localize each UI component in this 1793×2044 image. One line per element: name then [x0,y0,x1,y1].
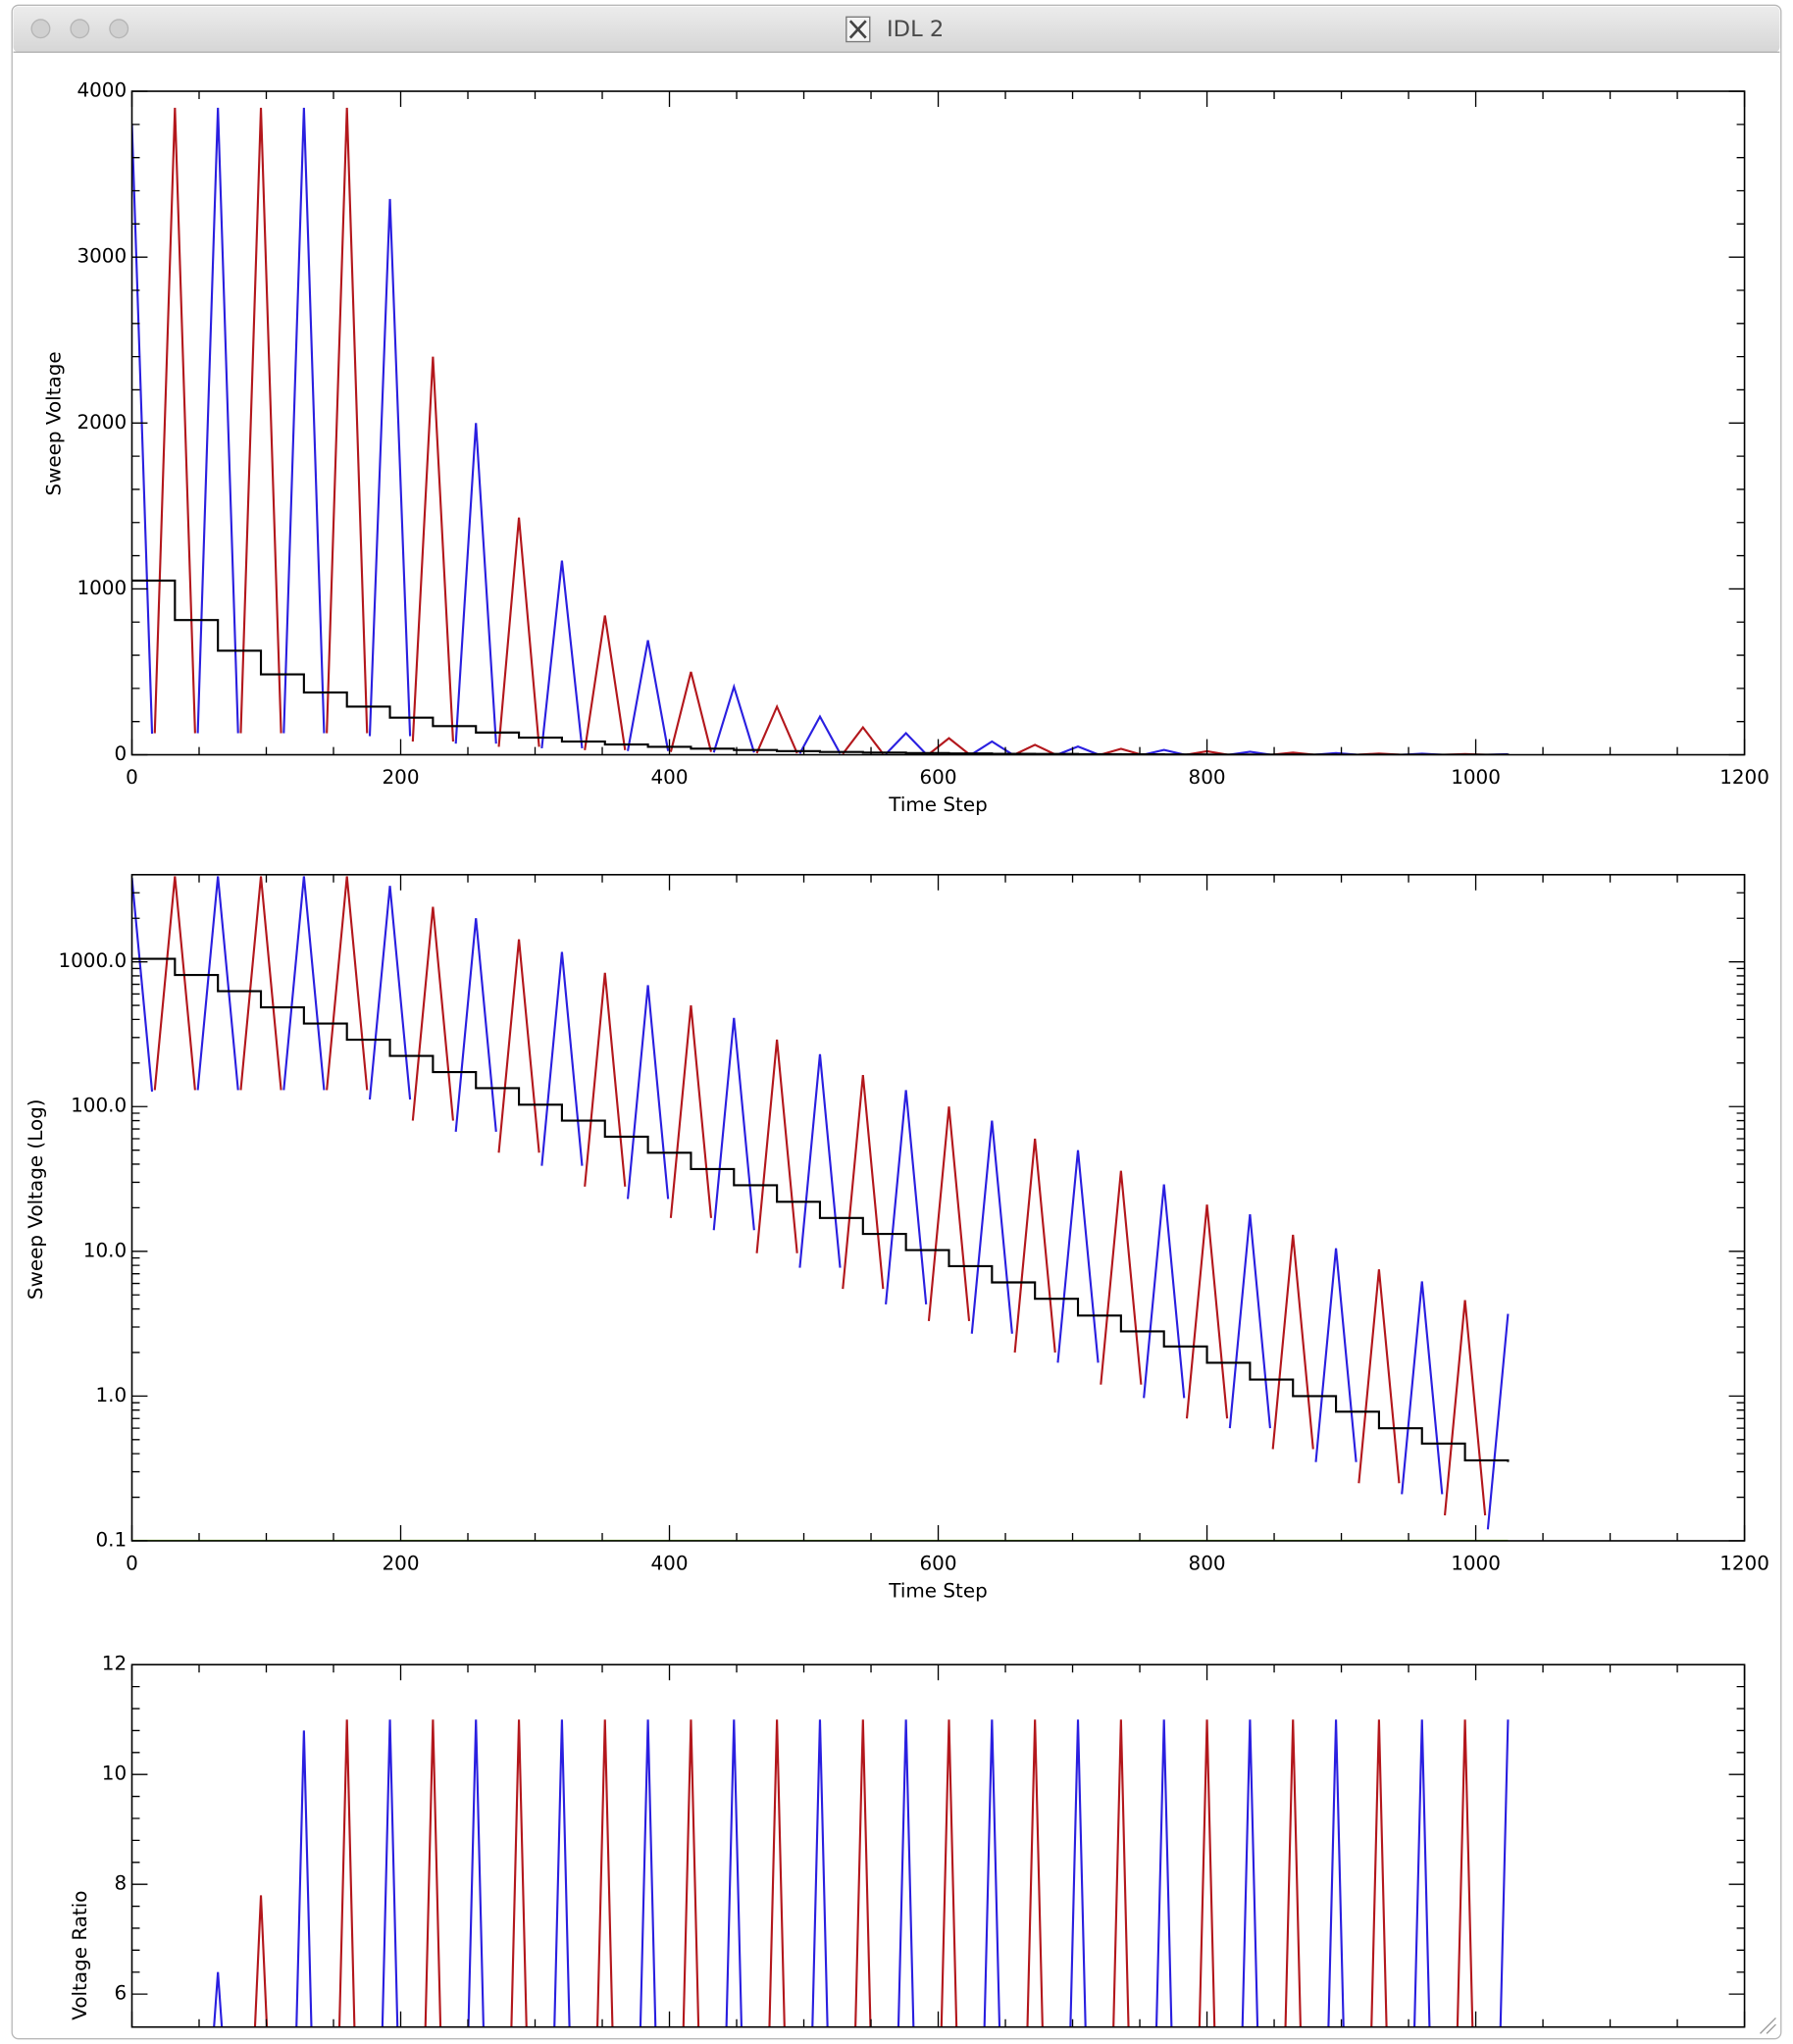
title-bar [13,6,1780,53]
minimize-button[interactable] [70,19,90,39]
series-line [253,1719,1474,2027]
x-tick-label: 1200 [1719,766,1769,789]
x-tick-label: 1000 [1451,766,1501,789]
window-title: IDL 2 [887,17,944,42]
window-frame [11,4,1782,2040]
close-button[interactable] [30,19,51,39]
plot: 0 200 400 600 800 1000 1200 0.1 1.0 10.0 100.0 1000… [25,874,1769,1602]
series-line [213,1719,1510,2027]
y-axis-title: Voltage Ratio [69,1891,91,2020]
x-tick-label: 400 [651,766,689,789]
y-tick-label: 2000 [77,411,127,434]
x-tick-label: 200 [382,1552,419,1574]
y-tick-label: 1000 [77,577,127,599]
y-tick-label: 0 [114,742,127,765]
y-axis-title: Sweep Voltage [43,351,66,495]
series-line [131,957,1510,1462]
plot: 6 8 10 12 Voltage Ratio [69,1653,1746,2028]
y-tick-label: 12 [102,1653,127,1675]
x-tick-label: 600 [920,766,957,789]
x-tick-label: 200 [382,766,419,789]
y-tick-label: 3000 [77,245,127,268]
y-tick-label: 1.0 [95,1384,127,1406]
y-tick-label: 0.1 [95,1528,127,1551]
x-axis-title: Time Step [888,793,987,816]
y-tick-label: 10.0 [83,1239,127,1261]
plot-area [213,1719,1510,2027]
x-tick-label: 1200 [1719,1552,1769,1574]
x-tick-label: 800 [1189,766,1226,789]
x-tick-label: 1000 [1451,1552,1501,1574]
y-tick-label: 1000.0 [58,949,127,972]
y-axis-title: Sweep Voltage (Log) [25,1099,47,1300]
series-line [153,876,1487,1516]
x-tick-label: 800 [1189,1552,1226,1574]
plot: 0 200 400 600 800 1000 1200 0 1000 2000 3000 4000 Ti… [43,79,1769,816]
x-tick-label: 0 [126,766,138,789]
y-tick-label: 4000 [77,79,127,102]
x-tick-label: 600 [920,1552,957,1574]
x-tick-label: 0 [126,1552,138,1574]
y-tick-label: 100.0 [71,1095,127,1117]
x-tick-label: 400 [651,1552,689,1574]
resize-grip[interactable] [1760,2017,1776,2034]
y-tick-label: 6 [114,1982,127,2005]
y-tick-label: 8 [114,1872,127,1895]
series-line [131,876,1510,1530]
zoom-button[interactable] [109,19,129,39]
x-axis-title: Time Step [888,1579,987,1602]
plot-area [131,876,1510,1541]
y-tick-label: 10 [102,1763,127,1785]
x11-icon [845,16,871,43]
